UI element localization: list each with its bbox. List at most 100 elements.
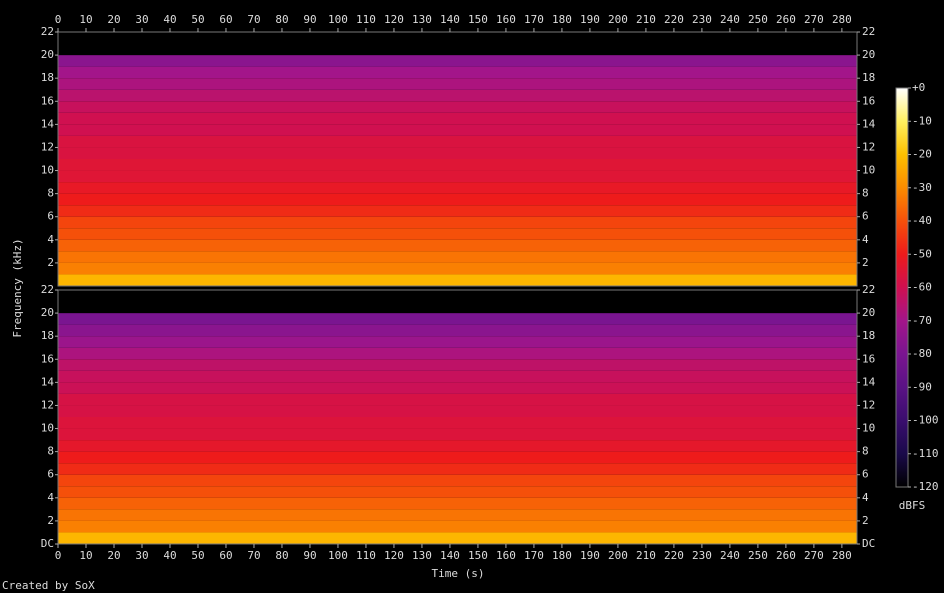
y-tick-label-right: 18 [862, 71, 875, 84]
x-tick-label: 60 [219, 549, 232, 562]
x-tick-label: 30 [135, 549, 148, 562]
y-tick-label: 14 [41, 117, 55, 130]
x-tick-label: 30 [135, 13, 148, 26]
spectrum-band [58, 251, 857, 263]
spectrum-band [58, 290, 857, 302]
spectrum-band [58, 112, 857, 125]
x-tick-label: 230 [692, 13, 712, 26]
x-tick-label: 40 [163, 13, 176, 26]
spectrum-band [58, 451, 857, 464]
y-tick-label: 20 [41, 306, 54, 319]
x-tick-label: 210 [636, 549, 656, 562]
x-tick-label: 180 [552, 13, 572, 26]
x-tick-label: 10 [79, 549, 92, 562]
spectrum-band [58, 382, 857, 394]
spectrum-band [58, 43, 857, 56]
spectrum-band [58, 159, 857, 171]
y-tick-label: 20 [41, 48, 54, 61]
y-tick-label: 2 [47, 256, 54, 269]
y-tick-label: DC [41, 537, 54, 550]
y-tick-label: 4 [47, 491, 54, 504]
x-tick-label: 120 [384, 549, 404, 562]
x-tick-label: 160 [496, 13, 516, 26]
spectrum-band [58, 301, 857, 314]
spectrum-band [58, 324, 857, 337]
x-tick-label: 140 [440, 13, 460, 26]
spectrum-band [58, 474, 857, 487]
colorbar-tick-label: +0 [912, 81, 925, 94]
x-tick-label: 130 [412, 13, 432, 26]
x-tick-label: 260 [776, 549, 796, 562]
spectrum-band [58, 147, 857, 159]
x-tick-label: 250 [748, 549, 768, 562]
y-tick-label: 12 [41, 398, 54, 411]
spectrum-band [58, 393, 857, 406]
spectrum-band [58, 532, 857, 544]
colorbar-label: dBFS [899, 499, 926, 512]
y-tick-label: 22 [41, 25, 54, 38]
spectrum-band [58, 193, 857, 206]
spectrum-band [58, 101, 857, 113]
x-tick-label: 50 [191, 13, 204, 26]
y-tick-label: 16 [41, 352, 54, 365]
spectrum-band [58, 216, 857, 229]
x-tick-label: 150 [468, 13, 488, 26]
y-axis-label: Frequency (kHz) [11, 238, 24, 337]
colorbar-tick-label: -30 [912, 181, 932, 194]
y-tick-label: 2 [47, 514, 54, 527]
x-tick-label: 240 [720, 549, 740, 562]
x-tick-label: 80 [275, 13, 288, 26]
x-tick-label: 280 [832, 13, 852, 26]
spectrum-band [58, 405, 857, 417]
spectrum-band [58, 55, 857, 67]
colorbar-tick-label: -60 [912, 281, 932, 294]
spectrum-band [58, 135, 857, 148]
y-tick-label: 10 [41, 164, 54, 177]
x-tick-label: 150 [468, 549, 488, 562]
spectrum-band [58, 486, 857, 498]
x-tick-label: 70 [247, 549, 260, 562]
y-tick-label-right: 4 [862, 491, 869, 504]
y-tick-label-right: 20 [862, 306, 875, 319]
colorbar-tick-label: -90 [912, 380, 932, 393]
spectrum-band [58, 370, 857, 383]
spectrum-band [58, 313, 857, 325]
x-tick-label: 70 [247, 13, 260, 26]
x-tick-label: 110 [356, 549, 376, 562]
y-tick-label: 6 [47, 210, 54, 223]
y-tick-label-right: 4 [862, 233, 869, 246]
plot-frame [57, 289, 858, 545]
spectrum-band [58, 440, 857, 452]
x-tick-label: 60 [219, 13, 232, 26]
spectrum-band [58, 205, 857, 217]
x-tick-label: 240 [720, 13, 740, 26]
x-tick-label: 220 [664, 549, 684, 562]
x-tick-label: 270 [804, 13, 824, 26]
colorbar-tick-label: -110 [912, 447, 939, 460]
colorbar-tick-label: -70 [912, 314, 932, 327]
x-tick-label: 210 [636, 13, 656, 26]
x-tick-label: 20 [107, 549, 120, 562]
colorbar-tick-label: -10 [912, 114, 932, 127]
spectrum-band [58, 336, 857, 348]
x-tick-label: 40 [163, 549, 176, 562]
y-tick-label-right: 14 [862, 117, 876, 130]
x-tick-label: 100 [328, 549, 348, 562]
colorbar-tick-label: -80 [912, 347, 932, 360]
x-tick-label: 140 [440, 549, 460, 562]
colorbar-tick-label: -100 [912, 414, 939, 427]
colorbar [895, 87, 909, 488]
x-tick-label: 170 [524, 13, 544, 26]
y-tick-label: 4 [47, 233, 54, 246]
x-tick-label: 20 [107, 13, 120, 26]
x-tick-label: 230 [692, 549, 712, 562]
y-tick-label-right: 22 [862, 25, 875, 38]
colorbar-tick-label: -120 [912, 480, 939, 493]
x-tick-label: 110 [356, 13, 376, 26]
x-tick-label: 90 [303, 13, 316, 26]
y-tick-label-right: 6 [862, 468, 869, 481]
colorbar-tick-label: -40 [912, 214, 932, 227]
x-tick-label: 200 [608, 13, 628, 26]
plot-frame [57, 31, 858, 287]
y-tick-label: 8 [47, 445, 54, 458]
